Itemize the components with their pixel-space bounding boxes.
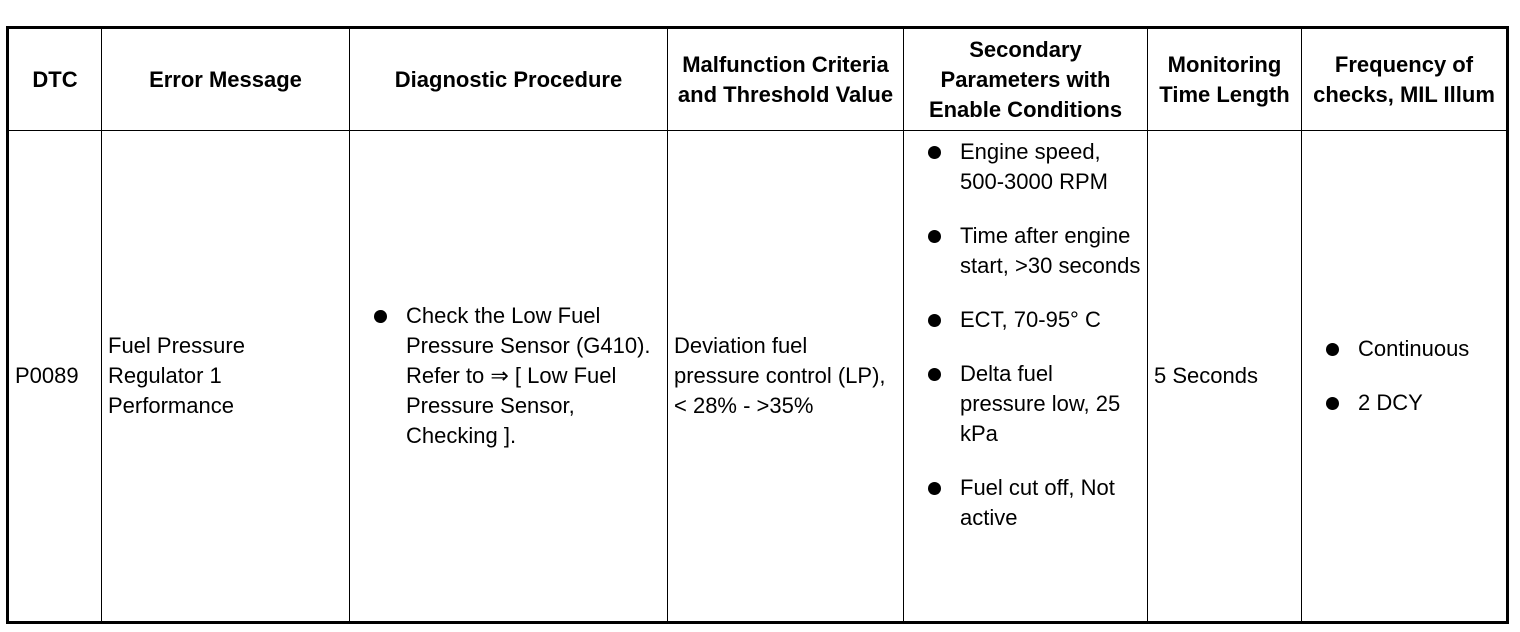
table-row: P0089 Fuel Pressure Regulator 1 Performa… xyxy=(7,130,1508,623)
list-item: Check the Low Fuel Pressure Sensor (G410… xyxy=(356,301,661,451)
cell-monitoring-time: 5 Seconds xyxy=(1147,130,1302,623)
list-item: Delta fuel pressure low, 25 kPa xyxy=(910,359,1141,449)
cell-frequency: Continuous 2 DCY xyxy=(1301,130,1508,623)
list-item: Engine speed, 500-3000 RPM xyxy=(910,137,1141,197)
list-item: 2 DCY xyxy=(1308,388,1500,418)
header-row: DTC Error Message Diagnostic Procedure M… xyxy=(7,27,1508,131)
frequency-list: Continuous 2 DCY xyxy=(1308,334,1500,418)
cell-error-message: Fuel Pressure Regulator 1 Performance xyxy=(101,130,350,623)
cell-diagnostic-procedure: Check the Low Fuel Pressure Sensor (G410… xyxy=(349,130,668,623)
header-dtc: DTC xyxy=(7,27,102,131)
secondary-parameters-list: Engine speed, 500-3000 RPM Time after en… xyxy=(910,131,1141,533)
header-diagnostic-procedure: Diagnostic Procedure xyxy=(349,27,668,131)
dtc-table: DTC Error Message Diagnostic Procedure M… xyxy=(6,26,1509,624)
cell-dtc: P0089 xyxy=(7,130,102,623)
header-malfunction-criteria: Malfunction Criteria and Threshold Value xyxy=(667,27,904,131)
diagnostic-procedure-list: Check the Low Fuel Pressure Sensor (G410… xyxy=(356,301,661,451)
list-item: Time after engine start, >30 seconds xyxy=(910,221,1141,281)
header-secondary-parameters: Secondary Parameters with Enable Conditi… xyxy=(903,27,1148,131)
list-item: Continuous xyxy=(1308,334,1500,364)
list-item: ECT, 70-95° C xyxy=(910,305,1141,335)
list-item: Fuel cut off, Not active xyxy=(910,473,1141,533)
cell-secondary-parameters: Engine speed, 500-3000 RPM Time after en… xyxy=(903,130,1148,623)
header-error-message: Error Message xyxy=(101,27,350,131)
cell-malfunction-criteria: Deviation fuel pressure control (LP), < … xyxy=(667,130,904,623)
header-monitoring-time: Monitoring Time Length xyxy=(1147,27,1302,131)
header-frequency: Frequency of checks, MIL Illum xyxy=(1301,27,1508,131)
